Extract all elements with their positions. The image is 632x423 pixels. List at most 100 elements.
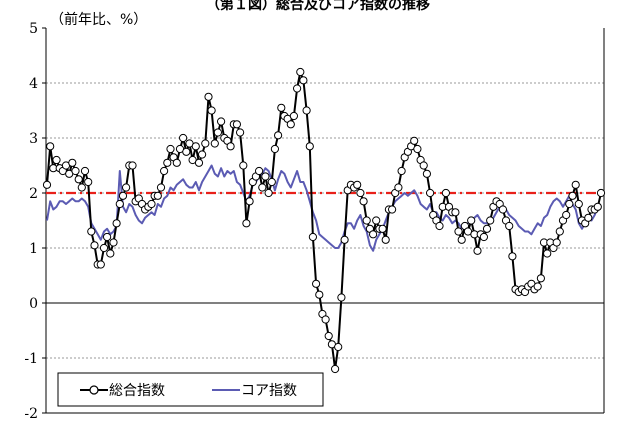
total-index-point [90,241,99,250]
total-index-point [160,166,169,176]
total-index-point [112,219,121,228]
total-index-point [533,282,542,291]
total-index-point [163,158,172,167]
total-index-point [179,133,188,143]
total-index-point [505,221,514,231]
total-index-point [498,205,507,214]
total-index-point [482,224,492,233]
total-index-point [182,147,191,156]
total-index-point [457,235,466,244]
total-index-point [106,249,115,258]
total-index-point [128,161,137,170]
total-index-point [232,120,241,129]
total-index-point [308,232,317,242]
total-index-point [574,199,583,209]
total-index-point [486,216,495,225]
total-index-point [277,103,286,112]
total-index-point [451,208,460,217]
total-index-point [296,67,305,77]
unit-label: （前年比、%） [50,11,147,28]
y-axis: 5 4 3 2 1 0 -1 -2 [24,21,605,422]
total-index-point [543,249,552,258]
total-index-point [593,202,602,211]
total-index-point [255,166,264,176]
y-tick-label: 0 [29,296,38,312]
total-index-point [103,232,112,242]
total-index-point [46,142,55,151]
chart-title: （第１図）総合及びコア指数の推移 [206,0,430,13]
total-index-point [353,180,362,189]
total-index-point [302,106,311,115]
total-index-point [305,142,314,151]
total-index-point [467,216,476,225]
total-index-point [334,342,343,352]
total-index-point [191,142,200,151]
total-index-point [356,188,365,198]
total-index-point [372,216,381,225]
total-index-point [80,166,90,176]
total-index-point [362,216,371,225]
total-index-point [413,144,422,154]
total-index-point [369,230,378,239]
total-index-point [321,315,330,324]
total-index-point [242,219,251,228]
total-index-point [479,232,488,242]
total-index-point [555,227,564,236]
total-index-point [42,180,52,189]
total-index-point [286,120,295,129]
y-tick-label: 3 [29,131,38,147]
total-index-point [571,180,580,189]
total-index-point [454,227,463,236]
total-index-point [508,252,517,261]
total-index-point [426,188,435,198]
total-index-point [147,199,156,209]
total-index-point [312,279,321,288]
total-index-point [394,183,403,192]
total-index-point [274,131,283,140]
total-index-point [536,274,546,283]
total-index-point [299,76,308,85]
total-index-point [293,84,302,93]
total-index-point [109,238,118,247]
legend-core-label: コア指数 [241,383,297,399]
total-index-point [239,161,248,170]
total-index-point [422,169,431,178]
total-index-point [473,246,482,255]
total-index-point [166,144,175,154]
y-tick-label: 5 [29,21,38,37]
total-index-point [207,106,216,115]
legend: 総合指数 コア指数 [57,372,324,407]
y-tick-label: -1 [24,351,38,367]
total-index-point [381,235,390,244]
total-index-point [435,221,444,231]
total-index-series [42,67,606,374]
total-index-point [584,213,593,222]
total-index-point [204,92,213,101]
total-index-point [153,191,162,200]
total-index-point [122,183,131,192]
total-index-point [562,210,571,220]
core-index-series [46,164,599,252]
legend-total-marker [89,385,99,395]
total-index-point [552,238,561,247]
core-index-line [46,164,599,252]
total-index-point [340,235,349,244]
total-index-point [156,183,166,192]
y-tick-label: 2 [29,186,38,202]
total-index-point [315,290,324,299]
total-index-point [87,227,96,236]
total-index-point [226,142,235,151]
total-index-point [378,224,387,233]
total-index-point [441,188,450,198]
total-index-point [198,150,207,159]
total-index-point [99,243,109,253]
total-index-point [68,158,77,167]
total-index-point [258,183,267,192]
total-index-point [77,183,86,192]
total-index-point [71,166,80,176]
total-index-point [52,155,61,165]
total-index-point [410,136,419,145]
total-index-point [115,199,124,209]
total-index-point [210,139,219,148]
